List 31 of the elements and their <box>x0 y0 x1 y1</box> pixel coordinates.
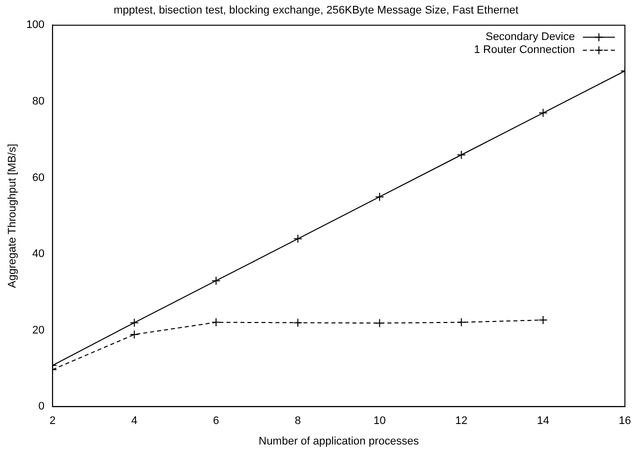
point <box>212 318 221 327</box>
point <box>456 318 466 327</box>
point <box>293 234 302 244</box>
point <box>538 316 548 325</box>
x-tick-label: 2 <box>49 415 56 428</box>
y-tick-label: 40 <box>32 248 45 260</box>
point <box>375 192 384 202</box>
point <box>538 108 548 118</box>
point <box>456 150 466 160</box>
x-tick-label: 12 <box>455 415 468 428</box>
point <box>130 318 139 328</box>
point <box>293 318 302 328</box>
x-tick-label: 4 <box>131 415 138 428</box>
legend-label: 1 Router Connection <box>474 44 575 56</box>
legend-label: Secondary Device <box>486 31 575 44</box>
y-tick-label: 80 <box>32 96 45 108</box>
x-tick-label: 10 <box>373 415 386 428</box>
x-tick-label: 6 <box>213 415 220 428</box>
point <box>130 330 139 340</box>
y-axis-title: Aggregate Throughput [MB/s] <box>6 144 19 288</box>
chart-title: mpptest, bisection test, blocking exchange, 256KByte Message Size, Fast Ethernet <box>114 4 518 17</box>
x-tick-label: 14 <box>536 415 550 428</box>
x-tick-label: 8 <box>294 415 301 428</box>
point <box>375 318 384 328</box>
y-tick-label: 60 <box>32 172 45 184</box>
point <box>212 276 221 286</box>
x-tick-label: 16 <box>618 415 632 428</box>
x-axis-title: Number of application processes <box>258 435 420 448</box>
y-tick-label: 20 <box>32 324 45 336</box>
y-tick-label: 100 <box>26 19 45 32</box>
y-tick-label: 0 <box>38 400 45 413</box>
